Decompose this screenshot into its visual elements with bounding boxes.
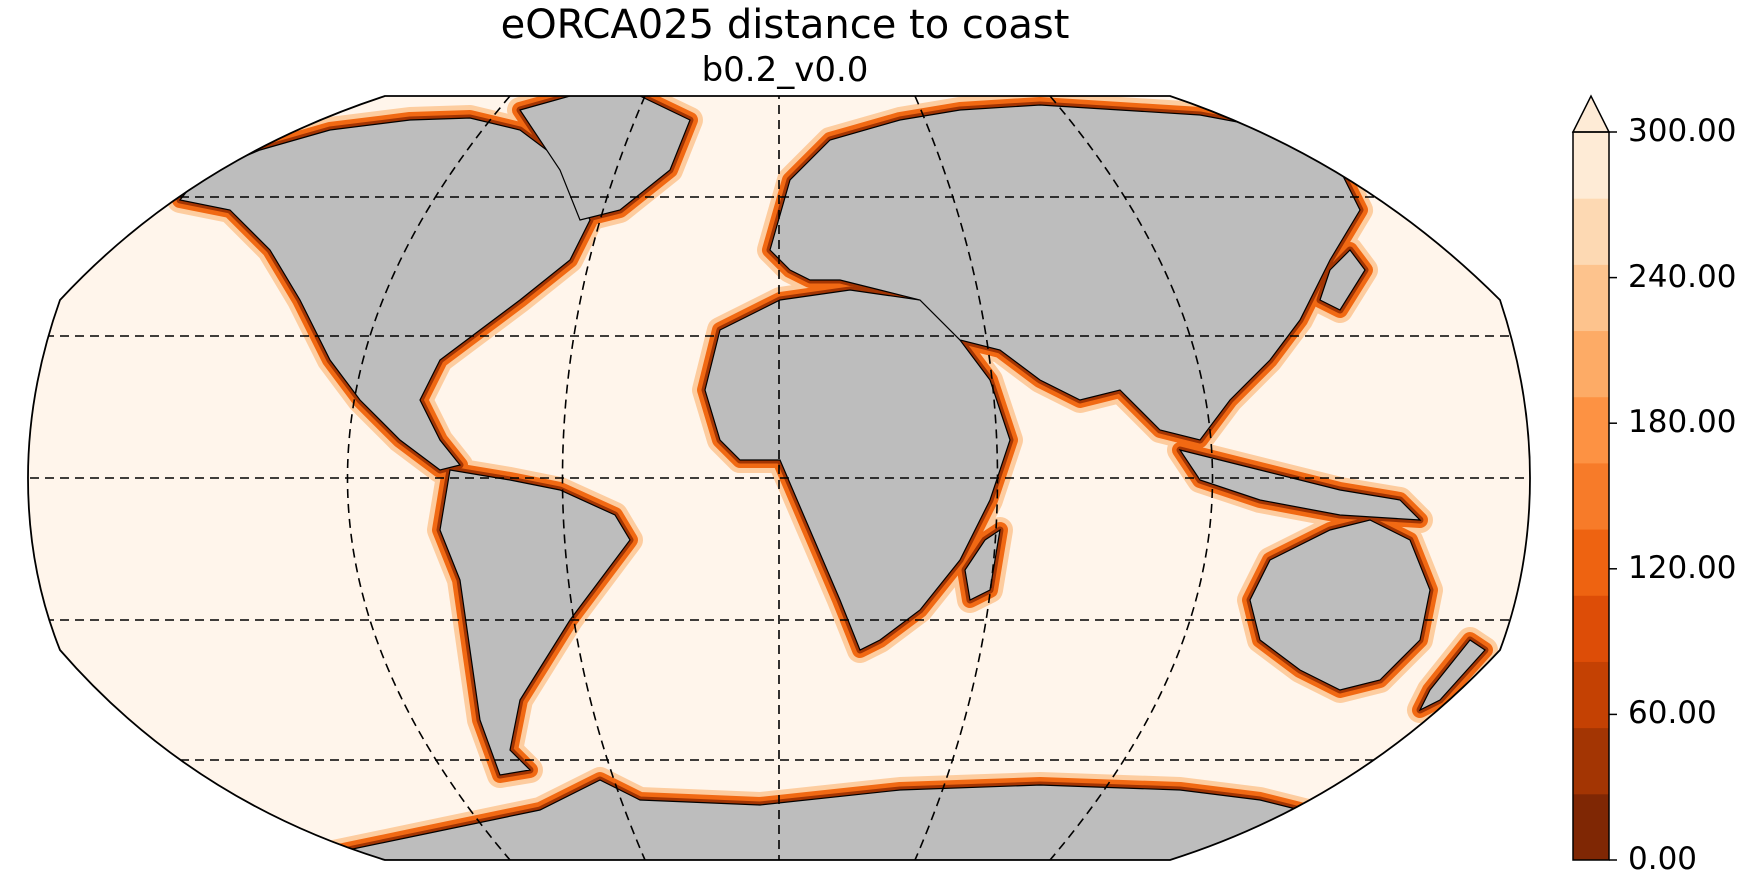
colorbar-segment bbox=[1573, 198, 1609, 265]
colorbar-segment bbox=[1573, 529, 1609, 596]
colorbar-segment bbox=[1573, 132, 1609, 199]
graticule bbox=[28, 96, 1530, 860]
colorbar-tick-label: 120.00 bbox=[1628, 549, 1737, 586]
land-masses bbox=[178, 96, 1486, 860]
colorbar-segment bbox=[1573, 396, 1609, 464]
colorbar-segment bbox=[1573, 330, 1609, 398]
colorbar-segment bbox=[1573, 462, 1609, 530]
colorbar-extend-arrow bbox=[1571, 94, 1611, 133]
figure-subtitle: b0.2_v0.0 bbox=[701, 50, 869, 90]
colorbar-outline bbox=[1572, 131, 1610, 861]
map-area bbox=[28, 96, 1530, 860]
colorbar-segment bbox=[1573, 661, 1609, 729]
map-outline bbox=[27, 95, 1531, 861]
colorbar-segment bbox=[1573, 793, 1609, 861]
colorbar-segment bbox=[1573, 264, 1609, 332]
colorbar-tick-label: 240.00 bbox=[1628, 258, 1737, 295]
colorbar-segment bbox=[1573, 595, 1609, 662]
colorbar-tick-label: 0.00 bbox=[1628, 841, 1698, 877]
colorbar-tick-label: 180.00 bbox=[1628, 404, 1737, 441]
colorbar bbox=[1571, 94, 1617, 861]
colorbar-segment bbox=[1573, 727, 1609, 795]
colorbar-tick-label: 300.00 bbox=[1628, 113, 1737, 149]
figure-title: eORCA025 distance to coast bbox=[500, 2, 1070, 48]
colorbar-tick-label: 60.00 bbox=[1628, 695, 1717, 732]
